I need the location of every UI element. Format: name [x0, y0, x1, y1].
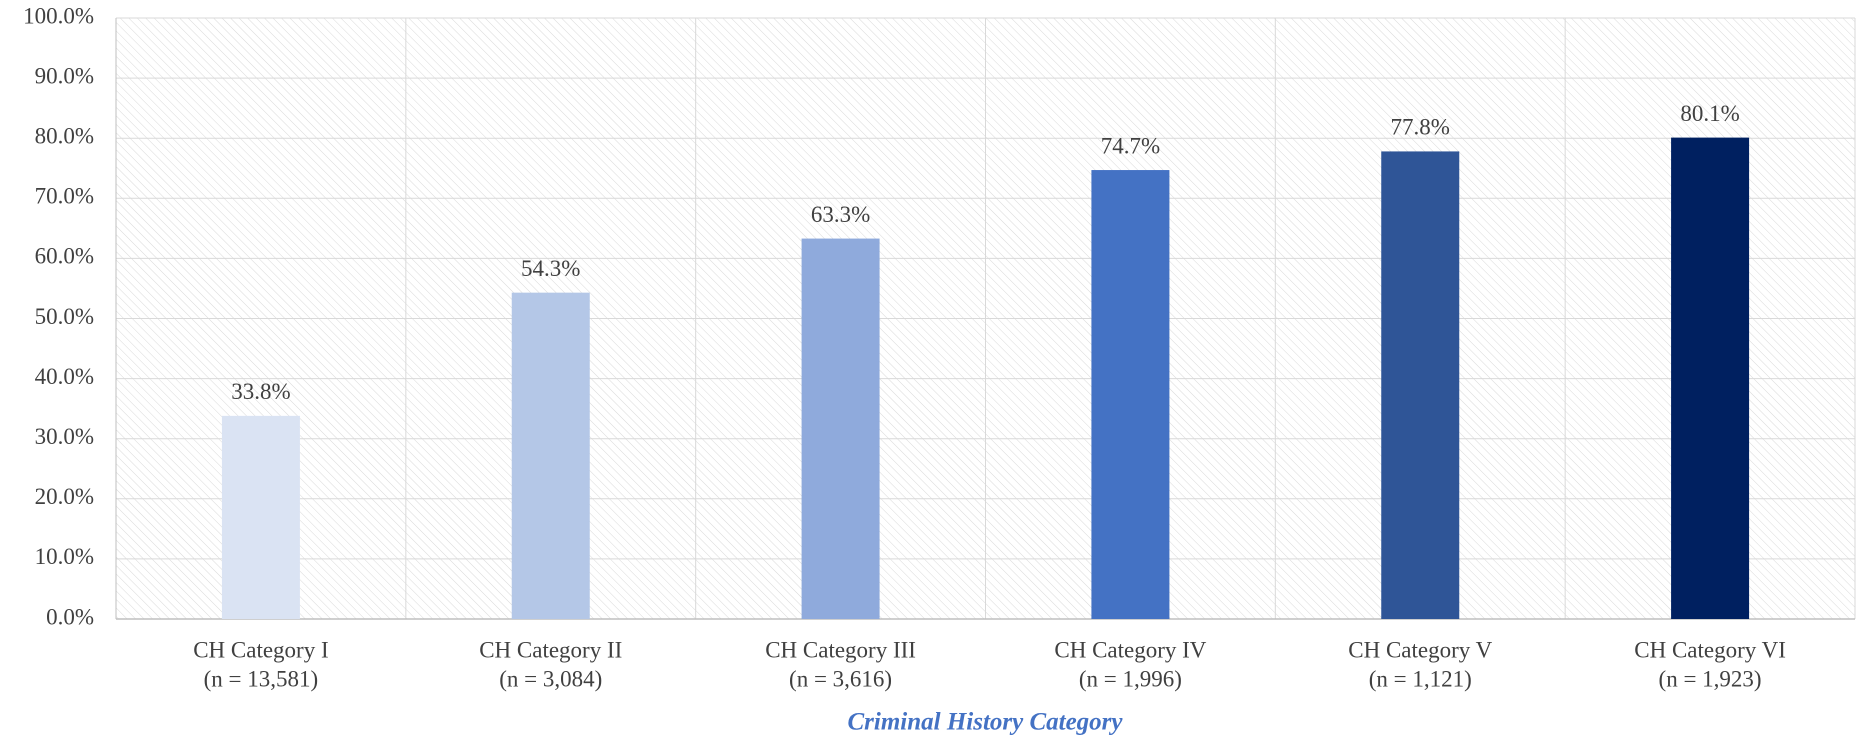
y-tick-label: 50.0%	[35, 304, 94, 329]
y-tick-label: 10.0%	[35, 544, 94, 569]
data-label: 77.8%	[1391, 115, 1450, 140]
x-tick-label: CH Category VI	[1634, 637, 1786, 662]
bar	[801, 238, 880, 619]
x-tick-label: CH Category III	[765, 637, 916, 662]
data-label: 63.3%	[811, 202, 870, 227]
x-tick-label: (n = 1,996)	[1079, 666, 1182, 691]
x-tick-label: (n = 1,923)	[1659, 666, 1762, 691]
data-label: 74.7%	[1101, 133, 1160, 158]
y-tick-label: 90.0%	[35, 63, 94, 88]
x-tick-label: (n = 3,616)	[789, 666, 892, 691]
x-tick-label: (n = 13,581)	[204, 666, 319, 691]
x-tick-label: CH Category I	[193, 637, 328, 662]
bar	[1381, 151, 1460, 619]
data-label: 80.1%	[1680, 101, 1739, 126]
y-tick-label: 100.0%	[23, 3, 94, 28]
x-tick-label: CH Category II	[479, 637, 622, 662]
data-label: 33.8%	[231, 379, 290, 404]
y-tick-label: 40.0%	[35, 364, 94, 389]
y-tick-label: 0.0%	[46, 604, 94, 629]
y-tick-label: 70.0%	[35, 184, 94, 209]
data-label: 54.3%	[521, 256, 580, 281]
x-axis-title: Criminal History Category	[847, 709, 1123, 736]
y-tick-label: 60.0%	[35, 244, 94, 269]
y-tick-label: 20.0%	[35, 484, 94, 509]
x-tick-label: (n = 1,121)	[1369, 666, 1472, 691]
x-tick-label: CH Category V	[1348, 637, 1492, 662]
x-tick-label: (n = 3,084)	[499, 666, 602, 691]
bar	[511, 292, 590, 619]
bar	[221, 415, 300, 619]
y-tick-label: 30.0%	[35, 424, 94, 449]
x-tick-label: CH Category IV	[1054, 637, 1206, 662]
y-tick-label: 80.0%	[35, 123, 94, 148]
bar	[1091, 170, 1170, 620]
bar	[1671, 137, 1750, 619]
